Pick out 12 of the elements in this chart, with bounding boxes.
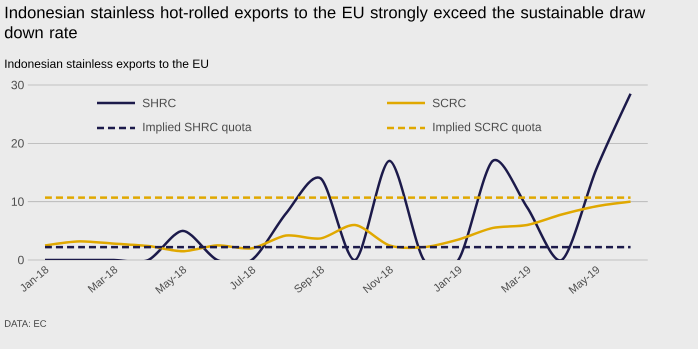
y-tick-label: 0	[18, 256, 24, 264]
y-tick-label: 20	[12, 139, 24, 148]
text: DATA: EC	[4, 320, 46, 327]
legend-label: SCRC	[432, 98, 466, 108]
y-tick-label: 10	[12, 197, 24, 206]
chart-title: Indonesian stainless hot-rolled exports to the EU strongly exceed the sustainable draw down rate	[4, 6, 646, 38]
chart-subtitle: Indonesian stainless exports to the EU	[5, 59, 208, 70]
legend-label: SHRC	[142, 98, 176, 108]
y-tick-label: 30	[11, 80, 24, 90]
legend-label: Implied SHRC quota	[143, 122, 252, 134]
line-series	[44, 92, 632, 260]
legend-label: Implied SCRC quota	[433, 122, 542, 134]
